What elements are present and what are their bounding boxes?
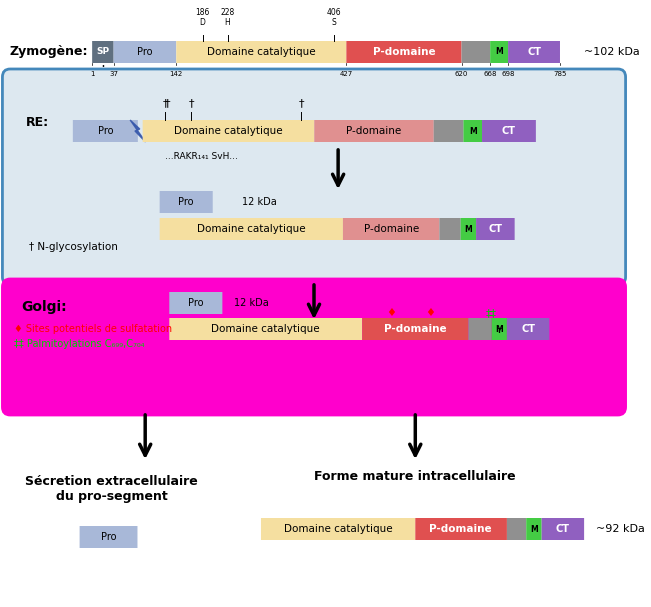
Text: SP: SP bbox=[96, 47, 109, 56]
FancyBboxPatch shape bbox=[3, 279, 626, 415]
Text: T: T bbox=[497, 328, 502, 334]
FancyBboxPatch shape bbox=[492, 318, 507, 340]
Text: 12 kDa: 12 kDa bbox=[234, 298, 269, 308]
Text: Forme mature intracellulaire: Forme mature intracellulaire bbox=[314, 470, 516, 484]
FancyBboxPatch shape bbox=[462, 41, 490, 63]
FancyBboxPatch shape bbox=[92, 41, 114, 63]
Text: †: † bbox=[188, 98, 194, 108]
Text: M: M bbox=[464, 225, 472, 234]
Text: 406
S: 406 S bbox=[327, 8, 341, 27]
Text: ♦: ♦ bbox=[386, 308, 396, 318]
Text: 142: 142 bbox=[170, 71, 183, 77]
Text: 698: 698 bbox=[501, 71, 515, 77]
Text: CT: CT bbox=[502, 126, 516, 136]
Text: Pro: Pro bbox=[101, 532, 117, 542]
FancyBboxPatch shape bbox=[507, 518, 526, 540]
FancyBboxPatch shape bbox=[73, 120, 138, 142]
Text: 620: 620 bbox=[455, 71, 468, 77]
FancyBboxPatch shape bbox=[314, 120, 434, 142]
FancyBboxPatch shape bbox=[468, 318, 492, 340]
FancyBboxPatch shape bbox=[346, 41, 462, 63]
Text: ‡‡ Palmitoylations C₆₉₉,C₇₀₄: ‡‡ Palmitoylations C₆₉₉,C₇₀₄ bbox=[14, 339, 145, 349]
Text: † N-glycosylation: † N-glycosylation bbox=[29, 242, 118, 252]
FancyBboxPatch shape bbox=[169, 292, 223, 314]
Polygon shape bbox=[130, 120, 146, 142]
Text: CT: CT bbox=[527, 47, 541, 57]
Text: ♦: ♦ bbox=[424, 308, 435, 318]
Text: Zymogène:: Zymogène: bbox=[10, 46, 88, 58]
Text: Sécretion extracellulaire
du pro-segment: Sécretion extracellulaire du pro-segment bbox=[25, 475, 198, 503]
Text: 427: 427 bbox=[340, 71, 353, 77]
Text: RE:: RE: bbox=[25, 115, 49, 129]
Text: CT: CT bbox=[556, 524, 570, 534]
Text: P-domaine: P-domaine bbox=[372, 47, 436, 57]
Text: ‡‡: ‡‡ bbox=[486, 308, 497, 318]
FancyBboxPatch shape bbox=[476, 218, 515, 240]
Text: M: M bbox=[530, 524, 538, 534]
FancyBboxPatch shape bbox=[464, 120, 482, 142]
Text: CT: CT bbox=[521, 324, 535, 334]
Text: M: M bbox=[495, 325, 503, 333]
Text: P-domaine: P-domaine bbox=[363, 224, 419, 234]
Text: ♦ Sites potentiels de sulfatation: ♦ Sites potentiels de sulfatation bbox=[14, 324, 172, 334]
FancyBboxPatch shape bbox=[176, 41, 346, 63]
FancyBboxPatch shape bbox=[3, 69, 626, 285]
Text: †: † bbox=[162, 98, 168, 108]
Text: †: † bbox=[299, 98, 304, 108]
Text: Domaine catalytique: Domaine catalytique bbox=[212, 324, 320, 334]
FancyBboxPatch shape bbox=[526, 518, 542, 540]
FancyBboxPatch shape bbox=[143, 120, 314, 142]
FancyBboxPatch shape bbox=[343, 218, 439, 240]
Text: 1: 1 bbox=[90, 71, 94, 77]
FancyBboxPatch shape bbox=[439, 218, 461, 240]
Text: 785: 785 bbox=[553, 71, 566, 77]
Text: ~102 kDa: ~102 kDa bbox=[584, 47, 640, 57]
Text: 37: 37 bbox=[109, 71, 118, 77]
Text: Domaine catalytique: Domaine catalytique bbox=[207, 47, 316, 57]
FancyBboxPatch shape bbox=[159, 191, 213, 213]
Text: CT: CT bbox=[488, 224, 503, 234]
Text: M: M bbox=[469, 126, 477, 135]
Text: Golgi:: Golgi: bbox=[21, 300, 67, 314]
Text: 668: 668 bbox=[484, 71, 497, 77]
FancyBboxPatch shape bbox=[507, 318, 549, 340]
FancyBboxPatch shape bbox=[508, 41, 560, 63]
FancyBboxPatch shape bbox=[169, 318, 362, 340]
Text: P-domaine: P-domaine bbox=[429, 524, 492, 534]
Text: Domaine catalytique: Domaine catalytique bbox=[174, 126, 283, 136]
Text: P-domaine: P-domaine bbox=[384, 324, 447, 334]
Text: ~92 kDa: ~92 kDa bbox=[596, 524, 644, 534]
FancyBboxPatch shape bbox=[461, 218, 476, 240]
Text: Pro: Pro bbox=[98, 126, 113, 136]
Text: †: † bbox=[165, 98, 171, 108]
FancyBboxPatch shape bbox=[482, 120, 536, 142]
FancyBboxPatch shape bbox=[159, 218, 343, 240]
FancyBboxPatch shape bbox=[261, 518, 415, 540]
FancyBboxPatch shape bbox=[114, 41, 176, 63]
Text: Pro: Pro bbox=[188, 298, 204, 308]
FancyBboxPatch shape bbox=[415, 518, 507, 540]
FancyBboxPatch shape bbox=[79, 526, 137, 548]
Text: Domaine catalytique: Domaine catalytique bbox=[284, 524, 393, 534]
Text: M: M bbox=[495, 47, 503, 56]
FancyBboxPatch shape bbox=[434, 120, 464, 142]
Text: 186
D: 186 D bbox=[195, 8, 210, 27]
FancyBboxPatch shape bbox=[490, 41, 508, 63]
Text: 12 kDa: 12 kDa bbox=[242, 197, 277, 207]
Text: P-domaine: P-domaine bbox=[346, 126, 402, 136]
Text: Domaine catalytique: Domaine catalytique bbox=[197, 224, 305, 234]
Text: ...RAKR₁₄₁ SvH...: ...RAKR₁₄₁ SvH... bbox=[165, 152, 238, 161]
Text: 228
H: 228 H bbox=[221, 8, 235, 27]
Text: Pro: Pro bbox=[137, 47, 153, 57]
Text: Pro: Pro bbox=[178, 197, 194, 207]
FancyBboxPatch shape bbox=[542, 518, 584, 540]
FancyBboxPatch shape bbox=[362, 318, 468, 340]
